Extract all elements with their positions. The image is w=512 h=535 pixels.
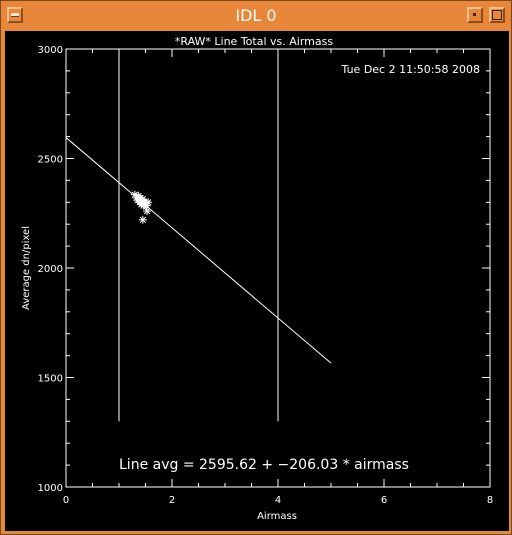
y-axis-label: Average dn/pixel [21, 226, 32, 310]
data-point [138, 215, 147, 224]
fit-annotation: Line avg = 2595.62 + −206.03 * airmass [119, 457, 409, 473]
data-point-stroke [131, 191, 139, 198]
chart-title: *RAW* Line Total vs. Airmass [175, 35, 333, 48]
x-tick-label: 6 [381, 495, 387, 506]
data-point-stroke [144, 199, 152, 206]
timestamp-label: Tue Dec 2 11:50:58 2008 [341, 63, 480, 76]
window-title: IDL 0 [235, 6, 277, 25]
y-tick-label: 2500 [38, 155, 63, 166]
y-tick-label: 1000 [38, 483, 63, 494]
window-menu-button[interactable] [7, 7, 23, 23]
title-bar[interactable]: IDL 0 [1, 1, 511, 31]
minimize-icon [473, 13, 476, 16]
x-axis-label: Airmass [257, 511, 297, 522]
x-tick-label: 8 [487, 495, 493, 506]
x-tick-label: 2 [169, 495, 175, 506]
data-point-stroke [139, 195, 147, 203]
maximize-icon [492, 10, 502, 20]
fit-line [65, 137, 332, 364]
y-tick-label: 2000 [38, 264, 63, 275]
menu-bar-icon [11, 13, 19, 17]
plot-area: *RAW* Line Total vs. Airmass Tue Dec 2 1… [5, 31, 509, 531]
x-tick-label: 4 [275, 495, 281, 506]
data-point-stroke [143, 207, 151, 215]
y-tick-label: 1500 [38, 374, 63, 385]
maximize-button[interactable] [489, 7, 505, 23]
data-point-stroke [139, 216, 147, 223]
airmass-chart: *RAW* Line Total vs. Airmass Tue Dec 2 1… [21, 35, 493, 522]
x-tick-label: 0 [63, 495, 69, 506]
data-point [138, 195, 147, 204]
data-point-stroke [137, 194, 144, 202]
y-tick-label: 3000 [38, 45, 63, 56]
minimize-button[interactable] [467, 7, 483, 23]
data-point [144, 198, 153, 207]
data-point [143, 207, 152, 216]
